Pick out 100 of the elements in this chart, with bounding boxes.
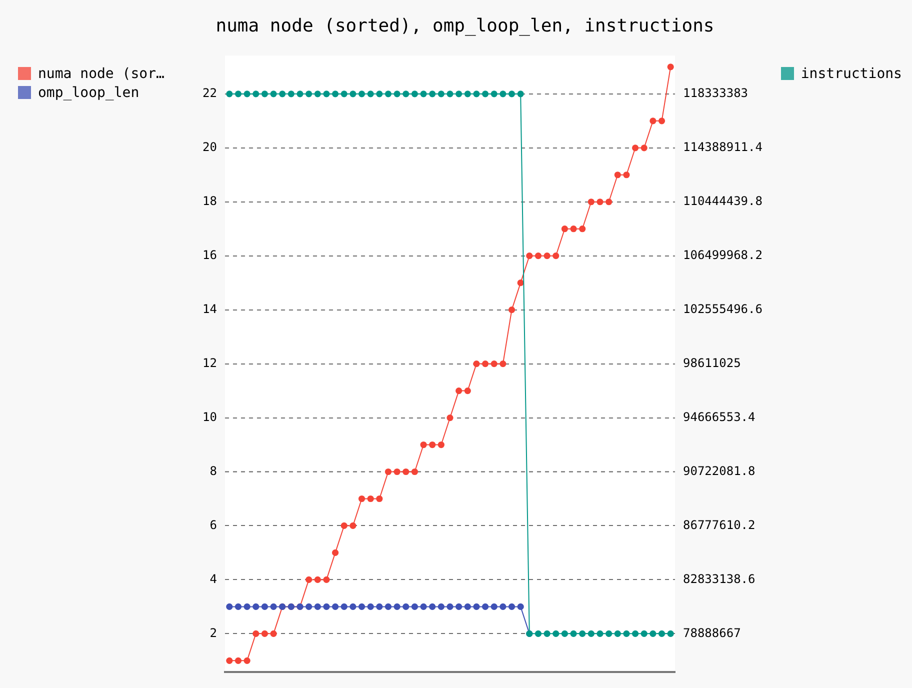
point bbox=[667, 64, 674, 70]
point bbox=[446, 414, 454, 422]
point bbox=[340, 522, 348, 530]
point bbox=[456, 603, 462, 610]
point bbox=[332, 603, 339, 610]
legend-label: omp_loop_len bbox=[38, 84, 140, 100]
point bbox=[358, 603, 366, 610]
legend-label: instructions bbox=[800, 66, 902, 82]
y-tick-label: 4 bbox=[210, 572, 217, 586]
point bbox=[402, 468, 410, 476]
point bbox=[376, 603, 383, 610]
point bbox=[367, 495, 374, 502]
point bbox=[350, 603, 356, 610]
point bbox=[579, 226, 586, 232]
point bbox=[446, 603, 454, 610]
point bbox=[270, 630, 277, 637]
point bbox=[534, 252, 542, 260]
y2-tick-label: 118333383 bbox=[683, 86, 748, 100]
y-tick-label: 18 bbox=[202, 194, 217, 208]
point bbox=[473, 603, 480, 610]
point bbox=[358, 495, 366, 502]
point bbox=[244, 603, 250, 610]
point bbox=[508, 306, 516, 314]
y-tick-label: 14 bbox=[202, 302, 217, 316]
point bbox=[306, 576, 312, 583]
point bbox=[508, 603, 516, 610]
point bbox=[517, 280, 524, 286]
point bbox=[234, 603, 242, 610]
point bbox=[438, 603, 444, 610]
point bbox=[226, 603, 233, 610]
point bbox=[226, 657, 233, 664]
point bbox=[420, 441, 427, 448]
point bbox=[244, 657, 250, 664]
point bbox=[367, 603, 374, 610]
point bbox=[340, 603, 348, 610]
chart-title: numa node (sorted), omp_loop_len, instructions bbox=[216, 15, 714, 36]
point bbox=[517, 603, 524, 610]
point bbox=[456, 387, 462, 394]
point bbox=[473, 360, 480, 368]
point bbox=[552, 252, 560, 260]
point bbox=[632, 144, 639, 152]
point bbox=[429, 603, 436, 610]
point bbox=[561, 226, 568, 232]
y2-tick-label: 114388911.4 bbox=[683, 140, 762, 154]
point bbox=[606, 198, 612, 206]
y-tick-label: 2 bbox=[210, 626, 217, 640]
point bbox=[376, 495, 383, 502]
point bbox=[482, 603, 489, 610]
point bbox=[411, 468, 418, 476]
point bbox=[252, 630, 260, 637]
point bbox=[482, 360, 489, 368]
point bbox=[306, 603, 312, 610]
point bbox=[394, 468, 400, 476]
y2-tick-label: 82833138.6 bbox=[683, 572, 756, 586]
point bbox=[332, 549, 339, 556]
point bbox=[411, 603, 418, 610]
point bbox=[588, 198, 594, 206]
point bbox=[323, 576, 330, 583]
y2-tick-label: 110444439.8 bbox=[683, 194, 762, 208]
point bbox=[429, 441, 436, 448]
point bbox=[464, 387, 471, 394]
point bbox=[350, 522, 356, 530]
point bbox=[623, 172, 630, 178]
point bbox=[261, 603, 268, 610]
y2-tick-label: 78888667 bbox=[683, 626, 741, 640]
point bbox=[464, 603, 471, 610]
y2-tick-label: 106499968.2 bbox=[683, 248, 762, 262]
y-tick-label: 8 bbox=[210, 464, 217, 478]
point bbox=[490, 603, 498, 610]
point bbox=[384, 603, 392, 610]
point bbox=[261, 630, 268, 637]
point bbox=[490, 360, 498, 368]
point bbox=[394, 603, 400, 610]
point bbox=[314, 576, 321, 583]
point bbox=[252, 603, 260, 610]
point bbox=[614, 172, 621, 178]
point bbox=[323, 603, 330, 610]
point bbox=[500, 603, 506, 610]
point bbox=[640, 144, 648, 152]
y2-tick-label: 90722081.8 bbox=[683, 464, 756, 478]
y2-tick-label: 98611025 bbox=[683, 356, 741, 370]
point bbox=[596, 198, 604, 206]
y2-tick-label: 86777610.2 bbox=[683, 518, 756, 532]
point bbox=[270, 603, 277, 610]
point bbox=[658, 118, 666, 124]
y2-tick-label: 94666553.4 bbox=[683, 410, 756, 424]
point bbox=[650, 118, 656, 124]
y2-tick-label: 102555496.6 bbox=[683, 302, 762, 316]
point bbox=[526, 252, 533, 260]
legend-label: numa node (sor… bbox=[38, 66, 164, 82]
point bbox=[570, 226, 577, 232]
point bbox=[500, 360, 506, 368]
y-tick-label: 10 bbox=[202, 410, 217, 424]
point bbox=[420, 603, 427, 610]
y-tick-label: 22 bbox=[202, 86, 217, 100]
point bbox=[402, 603, 410, 610]
y-tick-label: 16 bbox=[202, 248, 217, 262]
point bbox=[544, 252, 550, 260]
y-tick-label: 12 bbox=[202, 356, 217, 370]
y-tick-label: 20 bbox=[202, 140, 217, 154]
